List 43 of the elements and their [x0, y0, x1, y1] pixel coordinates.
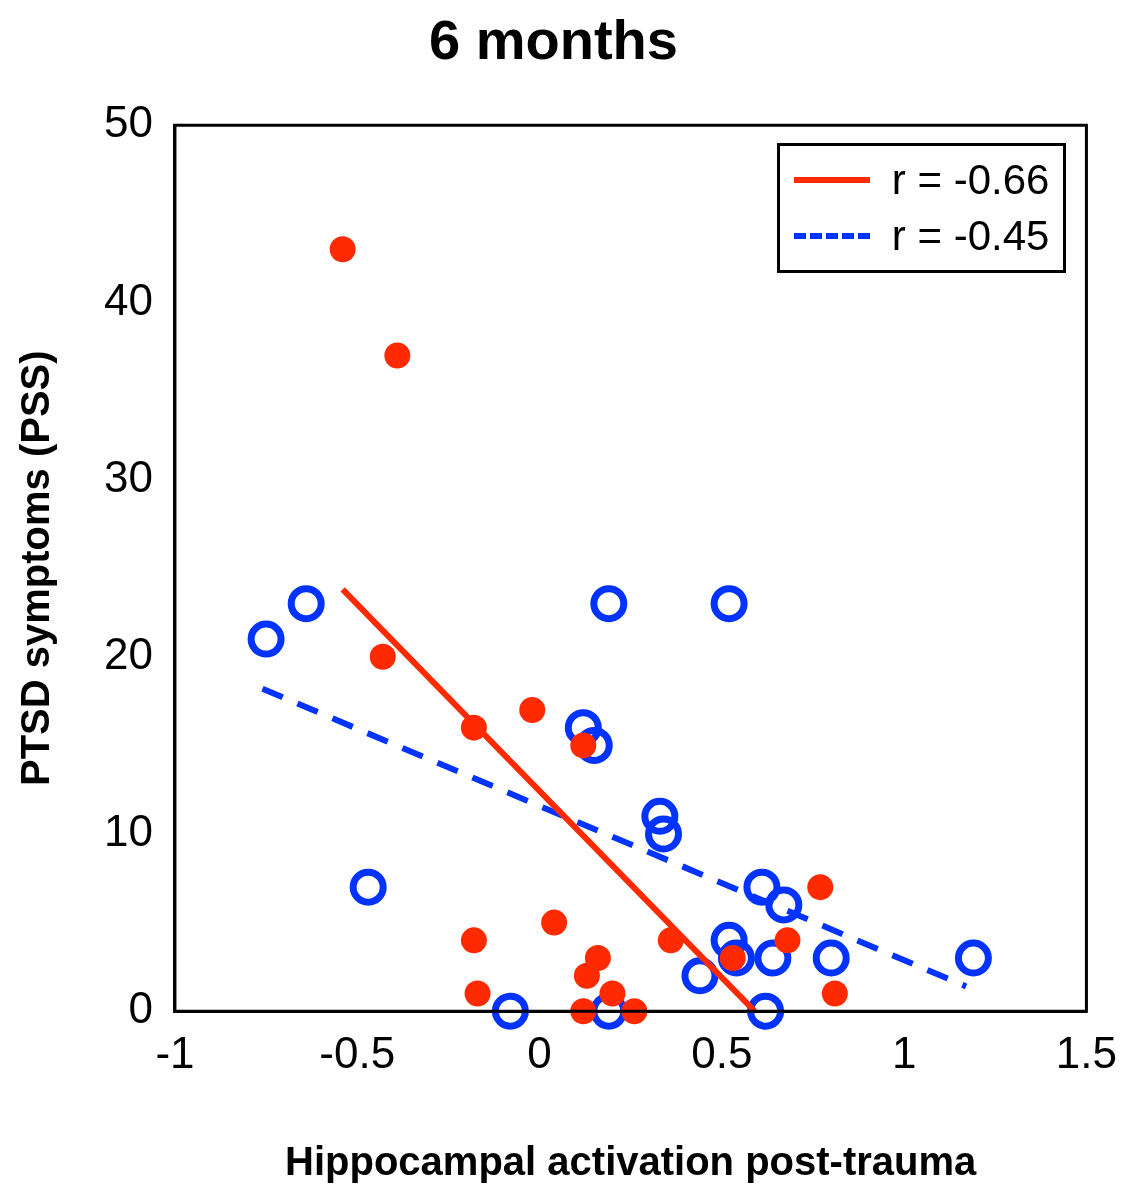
legend-label: r = -0.45 — [891, 211, 1050, 262]
point — [743, 868, 781, 906]
point — [460, 927, 487, 954]
x-axis-title: Hippocampal activation post-trauma — [285, 1139, 978, 1184]
point — [644, 815, 682, 853]
point — [641, 797, 679, 835]
point — [590, 585, 628, 623]
point — [464, 980, 491, 1007]
y-tick-label: 0 — [128, 983, 153, 1033]
x-tick-label: -1 — [155, 1027, 195, 1077]
x-tick-label: 0.5 — [691, 1027, 753, 1077]
y-tick-label: 30 — [103, 451, 153, 501]
point — [710, 585, 748, 623]
point — [807, 874, 834, 901]
point — [369, 643, 396, 670]
point — [541, 909, 568, 936]
point — [584, 945, 611, 972]
point — [349, 868, 387, 906]
x-tick-label: 1.5 — [1055, 1027, 1117, 1077]
point — [491, 992, 529, 1030]
y-tick-label: 20 — [103, 628, 153, 678]
point — [573, 962, 600, 989]
point — [954, 939, 992, 977]
y-tick-label: 10 — [103, 806, 153, 856]
point — [774, 927, 801, 954]
y-axis-title: PTSD symptoms (PSS) — [13, 350, 58, 787]
point — [384, 342, 411, 369]
point — [821, 980, 848, 1007]
point — [599, 980, 626, 1007]
point — [747, 992, 785, 1030]
x-tick-label: 1 — [891, 1027, 917, 1077]
point — [765, 886, 803, 924]
point — [247, 620, 285, 658]
x-tick-label: 0 — [527, 1027, 552, 1077]
legend-label: r = -0.66 — [891, 155, 1050, 206]
point — [287, 585, 325, 623]
point — [812, 939, 850, 977]
x-tick-label: -0.5 — [319, 1027, 396, 1077]
chart-title: 6 months — [429, 8, 678, 72]
y-tick-label: 40 — [103, 274, 153, 324]
y-tick-label: 50 — [103, 97, 153, 147]
point — [519, 696, 546, 723]
point — [329, 236, 356, 263]
